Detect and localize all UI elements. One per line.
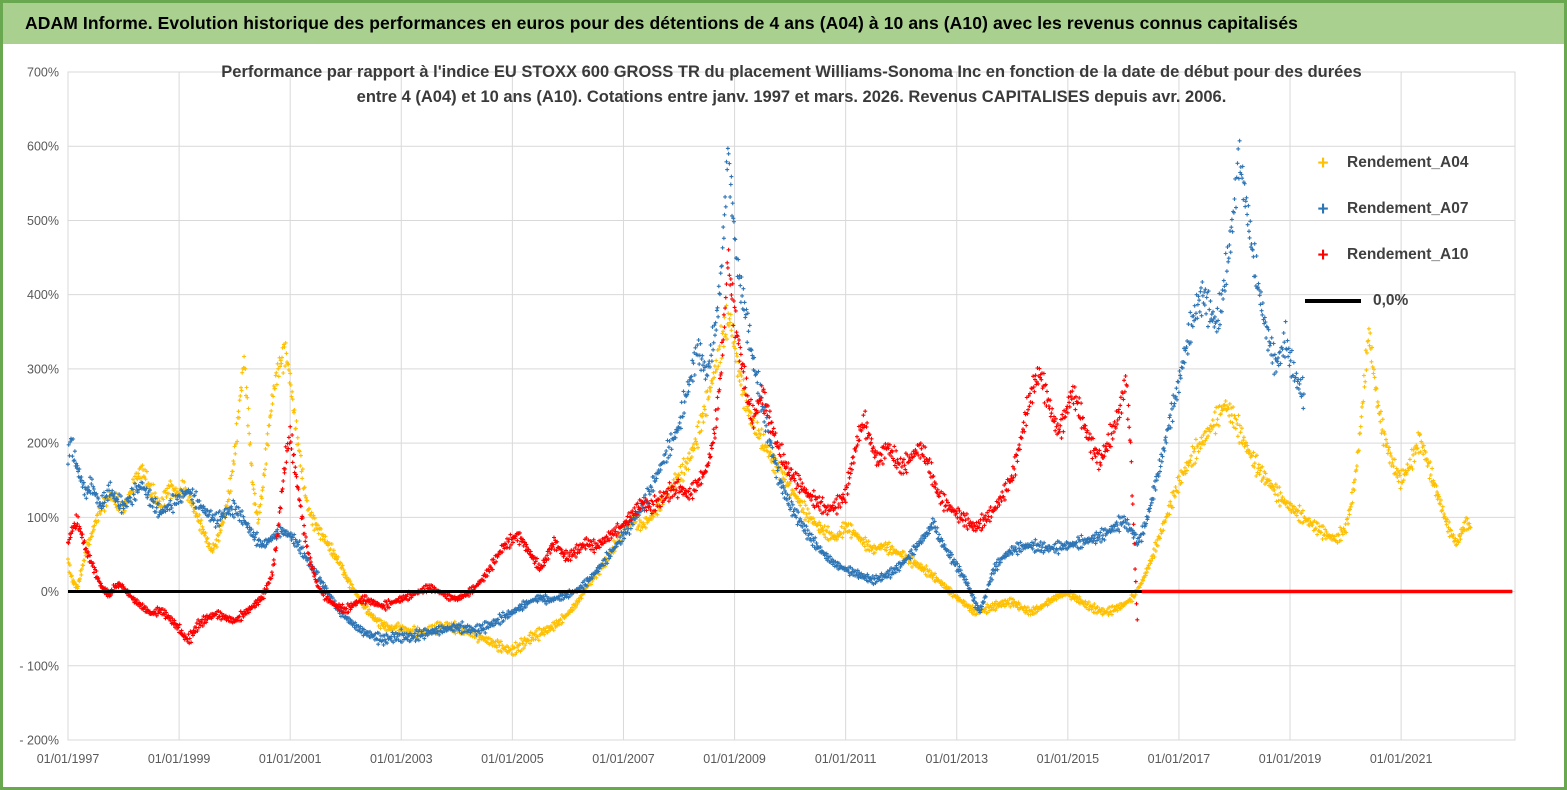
plus-marker-icon: + <box>1317 152 1329 174</box>
svg-text:- 200%: - 200% <box>19 734 59 748</box>
legend-label: Rendement_A10 <box>1347 246 1469 263</box>
svg-text:01/01/1999: 01/01/1999 <box>148 752 211 766</box>
svg-text:01/01/2015: 01/01/2015 <box>1037 752 1100 766</box>
chart-title-line2: entre 4 (A04) et 10 ans (A10). Cotations… <box>356 88 1227 106</box>
svg-text:01/01/2017: 01/01/2017 <box>1148 752 1211 766</box>
svg-text:01/01/2001: 01/01/2001 <box>259 752 322 766</box>
svg-text:200%: 200% <box>27 437 59 451</box>
plus-marker-icon: + <box>1317 198 1329 220</box>
svg-text:01/01/2003: 01/01/2003 <box>370 752 433 766</box>
zero-line-icon <box>1305 299 1361 303</box>
chart-legend: + Rendement_A04 + Rendement_A07 + Rendem… <box>1305 140 1468 324</box>
legend-item-rendement-a10: + Rendement_A10 <box>1305 232 1468 278</box>
svg-text:0%: 0% <box>41 585 59 599</box>
legend-item-rendement-a07: + Rendement_A07 <box>1305 186 1468 232</box>
svg-text:01/01/1997: 01/01/1997 <box>37 752 100 766</box>
chart-title: Performance par rapport à l'indice EU ST… <box>68 60 1515 110</box>
svg-text:01/01/2009: 01/01/2009 <box>703 752 766 766</box>
legend-label: Rendement_A04 <box>1347 154 1469 171</box>
chart-title-line1: Performance par rapport à l'indice EU ST… <box>221 63 1362 81</box>
svg-text:- 100%: - 100% <box>19 659 59 673</box>
svg-text:600%: 600% <box>27 140 59 154</box>
header-bar: ADAM Informe. Evolution historique des p… <box>3 3 1564 44</box>
svg-text:300%: 300% <box>27 362 59 376</box>
svg-text:01/01/2011: 01/01/2011 <box>815 752 877 766</box>
legend-label: 0,0% <box>1373 292 1409 309</box>
svg-text:100%: 100% <box>27 511 59 525</box>
legend-item-rendement-a04: + Rendement_A04 <box>1305 140 1468 186</box>
page-title: ADAM Informe. Evolution historique des p… <box>25 13 1299 33</box>
svg-text:01/01/2013: 01/01/2013 <box>925 752 988 766</box>
svg-text:700%: 700% <box>27 66 59 80</box>
svg-text:400%: 400% <box>27 288 59 302</box>
svg-text:01/01/2007: 01/01/2007 <box>592 752 655 766</box>
legend-item-zero-line: 0,0% <box>1305 278 1468 324</box>
svg-text:500%: 500% <box>27 214 59 228</box>
plus-marker-icon: + <box>1317 244 1329 266</box>
svg-text:01/01/2005: 01/01/2005 <box>481 752 544 766</box>
svg-text:01/01/2019: 01/01/2019 <box>1259 752 1322 766</box>
legend-label: Rendement_A07 <box>1347 200 1469 217</box>
svg-text:01/01/2021: 01/01/2021 <box>1370 752 1433 766</box>
